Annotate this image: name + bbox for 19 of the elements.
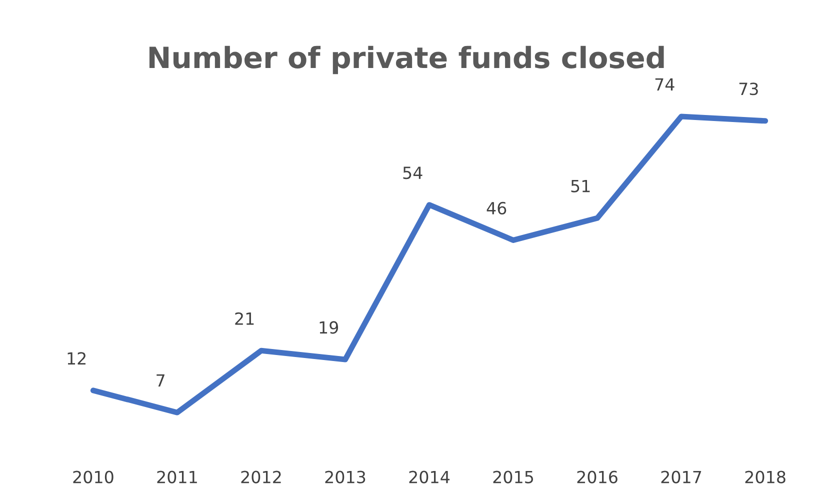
x-tick-label: 2011 [157, 470, 197, 484]
data-label: 7 [156, 374, 164, 387]
x-tick-label: 2018 [745, 470, 786, 484]
data-label: 51 [571, 180, 590, 192]
x-tick-label: 2017 [661, 470, 702, 484]
chart-title: Number of private funds closed [149, 46, 664, 74]
x-tick-label: 2015 [493, 470, 534, 484]
data-label: 46 [486, 202, 506, 214]
x-tick-label: 2016 [577, 470, 618, 484]
data-label: 73 [739, 82, 758, 96]
data-label: 12 [68, 352, 86, 364]
x-tick-label: 2012 [241, 470, 281, 484]
data-label: 54 [403, 166, 422, 180]
x-tick-label: 2014 [409, 470, 450, 484]
data-label: 21 [235, 312, 254, 325]
x-tick-label: 2010 [73, 470, 114, 484]
data-label: 74 [655, 78, 674, 91]
x-tick-label: 2013 [325, 470, 366, 484]
data-label: 19 [320, 321, 338, 334]
